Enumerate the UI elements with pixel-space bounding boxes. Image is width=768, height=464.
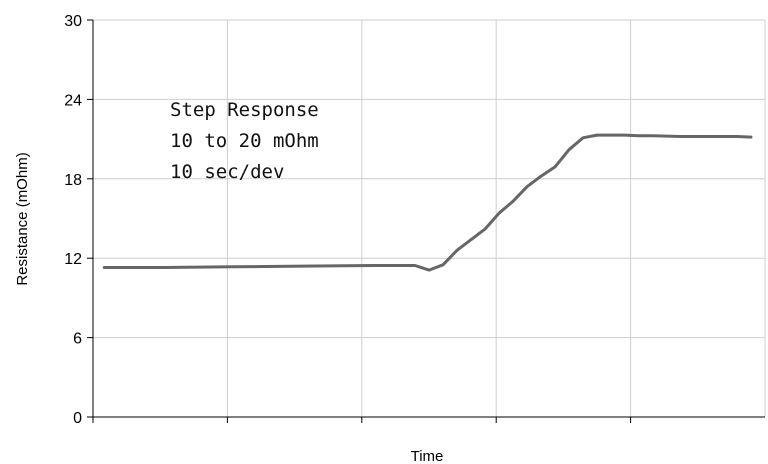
y-tick-label: 18: [64, 172, 82, 189]
y-tick-label: 30: [64, 13, 82, 30]
annotation-line-3: 10 sec/dev: [170, 161, 284, 183]
annotation-line-2: 10 to 20 mOhm: [170, 130, 319, 152]
series-group: [102, 133, 753, 272]
axes: [87, 19, 765, 423]
x-axis-title: Time: [411, 448, 444, 464]
y-tick-label: 0: [73, 410, 82, 427]
plot-area: [93, 20, 765, 417]
grid-lines: [93, 19, 766, 417]
annotation-line-1: Step Response: [170, 99, 319, 121]
y-axis-title: Resistance (mOhm): [14, 152, 31, 285]
tick-labels: 0 6 12 18 24 30: [64, 13, 82, 427]
y-tick-label: 12: [64, 251, 82, 268]
series-line: [102, 133, 753, 272]
y-tick-label: 24: [64, 92, 82, 109]
y-tick-label: 6: [73, 331, 82, 348]
